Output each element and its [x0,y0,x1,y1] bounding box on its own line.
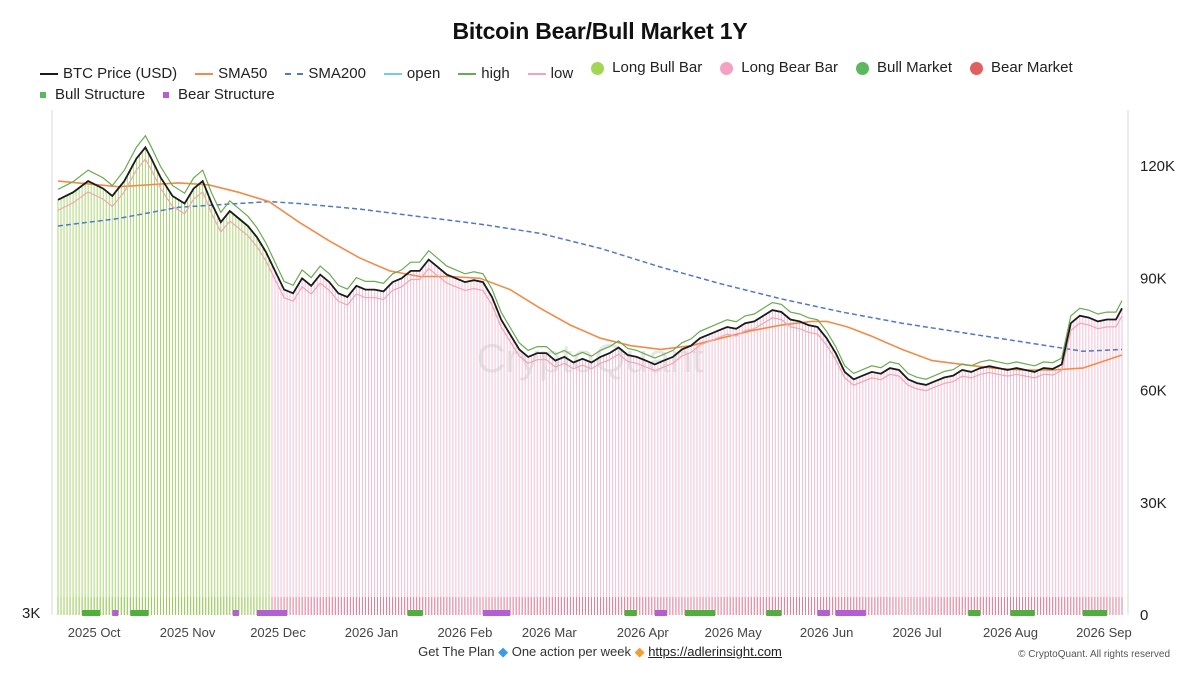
legend-label: Long Bear Bar [741,59,838,76]
legend-swatch [40,91,46,98]
blue-diamond-icon: ◆ [498,644,509,659]
footer: Get The Plan ◆ One action per week ◆ htt… [0,644,1200,660]
x-axis-tick-label: 2025 Nov [160,625,216,640]
structure-marker-bull [624,610,637,616]
legend-swatch [527,72,546,75]
legend-item-bear-market[interactable]: Bear Market [970,58,1073,78]
legend-item-sma200[interactable]: SMA200 [285,64,366,84]
legend-item-sma50[interactable]: SMA50 [195,64,267,84]
y-axis-tick-label: 0 [1140,607,1148,624]
x-axis-tick-label: 2026 Mar [522,625,578,640]
legend-swatch [285,72,304,75]
legend: BTC Price (USD) SMA50 SMA200 open high low Lon… [40,58,1180,105]
legend-label: Long Bull Bar [612,59,703,76]
legend-label: high [481,64,510,82]
legend-swatch [591,61,605,75]
high-line [57,134,1123,380]
low-line [57,158,1123,392]
legend-swatch [383,72,402,75]
legend-swatch [970,61,983,75]
x-axis-tick-label: 2026 May [705,625,763,640]
legend-swatch [720,61,734,75]
legend-label: Bull Structure [55,85,146,103]
y-axis-left-tick: 3K [22,605,41,622]
structure-marker-bear [232,610,239,616]
legend-item-bear-structure[interactable]: Bear Structure [163,85,275,105]
legend-item-high[interactable]: high [458,64,510,84]
legend-item-long-bear-bar[interactable]: Long Bear Bar [720,58,838,78]
legend-item-long-bull-bar[interactable]: Long Bull Bar [591,58,702,78]
x-axis-tick-label: 2025 Oct [68,625,121,640]
footer-link[interactable]: https://adlerinsight.com [648,644,782,659]
legend-label: SMA200 [308,64,366,82]
x-axis-tick-label: 2026 Jul [892,625,941,640]
legend-label: Bear Structure [178,85,275,103]
structure-marker-bull [407,610,423,616]
x-axis-tick-label: 2026 Jun [800,625,854,640]
legend-item-bull-market[interactable]: Bull Market [855,58,952,78]
structure-marker-bull [1010,610,1035,616]
legend-label: BTC Price (USD) [63,64,178,82]
sma200-line [57,200,1123,353]
x-axis-tick-label: 2026 Jan [345,625,399,640]
y-axis-tick-label: 30K [1140,495,1167,512]
legend-swatch [195,72,214,75]
legend-item-open[interactable]: open [383,64,441,84]
legend-item-bull-structure[interactable]: Bull Structure [40,85,145,105]
structure-marker-bear [654,610,667,616]
legend-label: open [406,64,441,82]
btc-price-line [57,145,1123,386]
structure-marker-bull [684,610,716,616]
legend-label: SMA50 [218,64,268,82]
x-axis-tick-label: 2025 Dec [250,625,306,640]
x-axis-tick-label: 2026 Feb [437,625,492,640]
structure-marker-bull [1082,610,1107,616]
footer-text-weekly: One action per week [511,644,631,659]
structure-marker-bear [835,610,866,616]
y-axis-tick-label: 60K [1140,383,1167,400]
structure-marker-bull [130,610,149,616]
y-axis-tick-label: 90K [1140,270,1167,287]
legend-item-low[interactable]: low [527,64,574,84]
x-axis-tick-label: 2026 Aug [983,625,1038,640]
structure-marker-bear [817,610,830,616]
legend-label: Bull Market [876,59,952,76]
structure-marker-bull [82,610,101,616]
copyright: © CryptoQuant. All rights reserved [1018,649,1170,660]
structure-marker-bull [968,610,981,616]
x-axis-tick-label: 2026 Sep [1076,625,1132,640]
legend-item-btc-price-usd[interactable]: BTC Price (USD) [40,64,177,84]
structure-marker-bear [112,610,119,616]
legend-swatch [458,72,477,75]
structure-marker-bull [766,610,782,616]
sma50-line [57,180,1123,371]
y-axis-tick-label: 120K [1140,158,1175,175]
orange-diamond-icon: ◆ [634,644,645,659]
structure-marker-bear [256,610,288,616]
x-axis-tick-label: 2026 Apr [617,625,670,640]
chart-title: Bitcoin Bear/Bull Market 1Y [452,18,748,44]
legend-swatch [163,91,170,98]
footer-text-plan: Get The Plan [418,644,495,659]
legend-swatch [855,61,869,75]
legend-swatch [40,72,58,75]
legend-label: low [550,64,574,82]
legend-label: Bear Market [991,59,1073,76]
structure-marker-bear [482,610,511,616]
